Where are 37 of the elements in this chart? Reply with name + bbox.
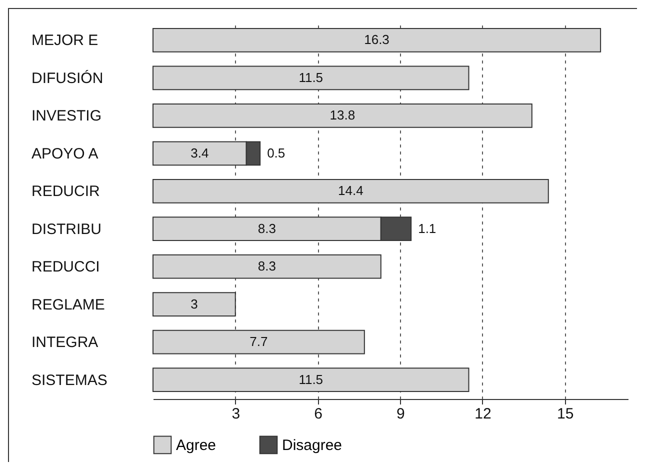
data-label: 11.5 (298, 372, 324, 387)
bar (152, 292, 236, 317)
data-label: 16.3 (364, 32, 390, 48)
data-label: 8.3 (258, 220, 276, 236)
y-tick-label: INTEGRA (32, 334, 98, 352)
legend-label: Agree (176, 436, 216, 454)
bar (152, 28, 602, 52)
bar (152, 254, 382, 279)
y-tick-label: APOYO A (32, 145, 98, 162)
data-label: 14.4 (338, 183, 364, 198)
y-tick-label: REDUCIR (32, 183, 100, 200)
x-tick-label: 3 (232, 406, 240, 422)
data-label: 3 (190, 296, 198, 312)
y-tick-label: SISTEMAS (32, 372, 108, 389)
y-tick-label: REGLAME (32, 296, 105, 314)
data-label: 7.7 (250, 334, 268, 350)
bar (152, 330, 365, 354)
x-tick-label: 12 (474, 406, 492, 422)
y-tick-label: DIFUSIÓN (32, 68, 104, 87)
data-label: 8.3 (258, 258, 276, 274)
bar (152, 66, 470, 90)
x-tick-label: 15 (557, 406, 574, 422)
data-label: 1.1 (418, 220, 436, 236)
x-tick-label: 6 (314, 406, 322, 422)
data-label: 0.5 (267, 145, 286, 160)
bar (152, 368, 470, 392)
y-tick-label: INVESTIG (32, 108, 102, 125)
data-label: 11.5 (298, 70, 324, 85)
bar (152, 103, 532, 128)
x-tick-label: 9 (396, 406, 405, 422)
y-tick-label: REDUCCI (32, 258, 100, 276)
data-label: 3.4 (190, 145, 209, 160)
data-label: 13.8 (330, 108, 356, 123)
legend-label: Disagree (282, 436, 342, 454)
y-tick-label: DISTRIBU (32, 220, 102, 238)
bar (152, 178, 549, 204)
y-tick-label: MEJOR E (32, 32, 98, 50)
